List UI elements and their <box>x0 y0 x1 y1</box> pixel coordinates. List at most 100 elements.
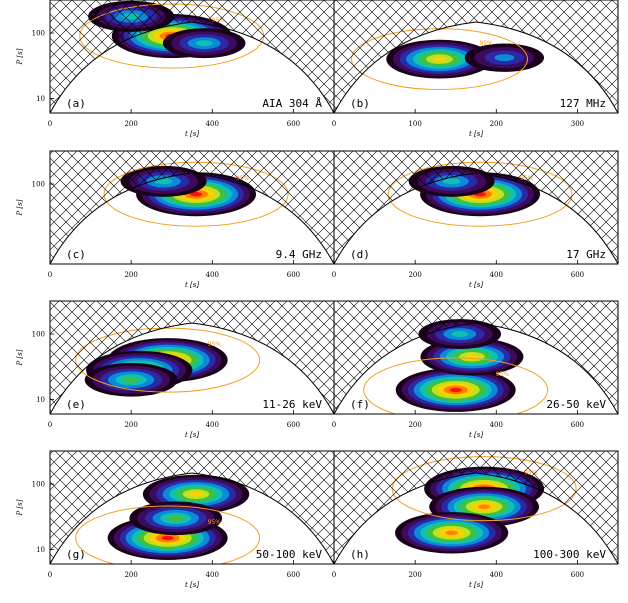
y-tick-label: 100 <box>32 481 45 489</box>
panel-b: 95% (b) 127 MHz 0 100 200 300 t [s] <box>332 0 619 138</box>
power-blob <box>168 515 184 522</box>
contour-label: 95% <box>496 371 510 378</box>
x-tick-label: 600 <box>571 421 584 429</box>
contour-label: 95% <box>479 40 493 47</box>
panel-f: 95% (f) 26-50 keV 0 200 400 600 t [s] <box>332 300 619 439</box>
x-axis-label: t [s] <box>469 431 483 439</box>
cone-of-influence <box>334 151 618 264</box>
panel-letter: (c) <box>66 248 86 261</box>
x-tick-label: 600 <box>571 271 584 279</box>
y-tick-label: 100 <box>32 331 45 339</box>
x-tick-label: 200 <box>124 271 137 279</box>
power-blob <box>161 535 174 541</box>
band-label: 127 MHz <box>560 97 606 110</box>
band-label: 26-50 keV <box>546 398 606 411</box>
y-tick-label: 100 <box>32 30 45 38</box>
y-axis-label: P [s] <box>16 349 24 366</box>
x-tick-label: 600 <box>287 571 300 579</box>
panel-letter: (b) <box>350 97 370 110</box>
panel-frame <box>333 150 619 265</box>
band-label: AIA 304 Å <box>262 97 322 110</box>
x-tick-label: 400 <box>206 571 219 579</box>
cone-of-influence <box>50 451 334 564</box>
x-axis-label: t [s] <box>185 281 199 289</box>
x-tick-label: 400 <box>206 120 219 128</box>
x-tick-label: 200 <box>124 571 137 579</box>
y-tick-label: 10 <box>36 396 45 404</box>
x-tick-label: 200 <box>408 421 421 429</box>
x-axis-label: t [s] <box>185 581 199 589</box>
x-tick-label: 0 <box>48 120 52 128</box>
panel-letter: (e) <box>66 398 86 411</box>
panel-letter: (h) <box>350 548 370 561</box>
x-tick-label: 600 <box>287 271 300 279</box>
panel-letter: (g) <box>66 548 86 561</box>
x-tick-label: 100 <box>408 120 421 128</box>
band-label: 50-100 keV <box>256 548 323 561</box>
power-blob <box>478 504 491 509</box>
x-tick-label: 200 <box>124 120 137 128</box>
x-tick-label: 400 <box>490 571 503 579</box>
x-tick-label: 0 <box>332 120 336 128</box>
x-axis-label: t [s] <box>185 431 199 439</box>
x-tick-label: 0 <box>48 571 52 579</box>
x-tick-label: 400 <box>206 421 219 429</box>
x-tick-label: 0 <box>48 421 52 429</box>
power-blob <box>190 191 203 197</box>
power-blob <box>189 491 203 497</box>
x-tick-label: 0 <box>332 571 336 579</box>
cone-of-influence <box>50 0 334 113</box>
band-label: 9.4 GHz <box>276 248 322 261</box>
x-axis-label: t [s] <box>469 130 483 138</box>
panel-letter: (f) <box>350 398 370 411</box>
y-axis-label: P [s] <box>16 199 24 216</box>
x-tick-label: 0 <box>332 271 336 279</box>
cone-of-influence <box>50 301 334 414</box>
contour-label: 95% <box>208 519 222 526</box>
panel-g: 95% (g) 50-100 keV 0 200 400 600 t [s] 100 10 P [s… <box>16 450 335 589</box>
x-axis-label: t [s] <box>185 130 199 138</box>
y-axis-label: P [s] <box>16 48 24 65</box>
y-axis-label: P [s] <box>16 499 24 516</box>
power-blob <box>445 530 458 536</box>
panel-frame <box>333 300 619 415</box>
x-tick-label: 200 <box>490 120 503 128</box>
cone-of-influence <box>50 151 334 264</box>
x-axis-label: t [s] <box>469 581 483 589</box>
power-blob <box>195 40 213 47</box>
power-blob <box>443 178 461 185</box>
power-blob <box>449 387 462 393</box>
power-blob <box>155 178 173 185</box>
x-tick-label: 0 <box>48 271 52 279</box>
x-axis-label: t [s] <box>469 281 483 289</box>
x-tick-label: 600 <box>571 571 584 579</box>
x-tick-label: 400 <box>490 271 503 279</box>
x-tick-label: 400 <box>206 271 219 279</box>
band-label: 100-300 keV <box>533 548 606 561</box>
x-tick-label: 0 <box>332 421 336 429</box>
power-blob <box>432 56 447 62</box>
panel-e: 95% (e) 11-26 keV 0 200 400 600 t [s] 100 10 P [s] <box>16 300 335 439</box>
contour-label: 95% <box>208 341 222 348</box>
x-tick-label: 400 <box>490 421 503 429</box>
y-tick-label: 10 <box>36 95 45 103</box>
x-tick-label: 600 <box>287 421 300 429</box>
power-blob <box>494 54 515 62</box>
cone-of-influence <box>334 301 618 414</box>
y-tick-label: 100 <box>32 181 45 189</box>
cone-of-influence <box>334 0 618 113</box>
x-tick-label: 200 <box>124 421 137 429</box>
band-label: 11-26 keV <box>262 398 322 411</box>
panel-frame <box>333 0 619 114</box>
power-blob <box>123 376 139 383</box>
panel-letter: (a) <box>66 97 86 110</box>
panel-letter: (d) <box>350 248 370 261</box>
x-tick-label: 600 <box>287 120 300 128</box>
significance-contour <box>75 505 261 564</box>
x-tick-label: 200 <box>408 271 421 279</box>
